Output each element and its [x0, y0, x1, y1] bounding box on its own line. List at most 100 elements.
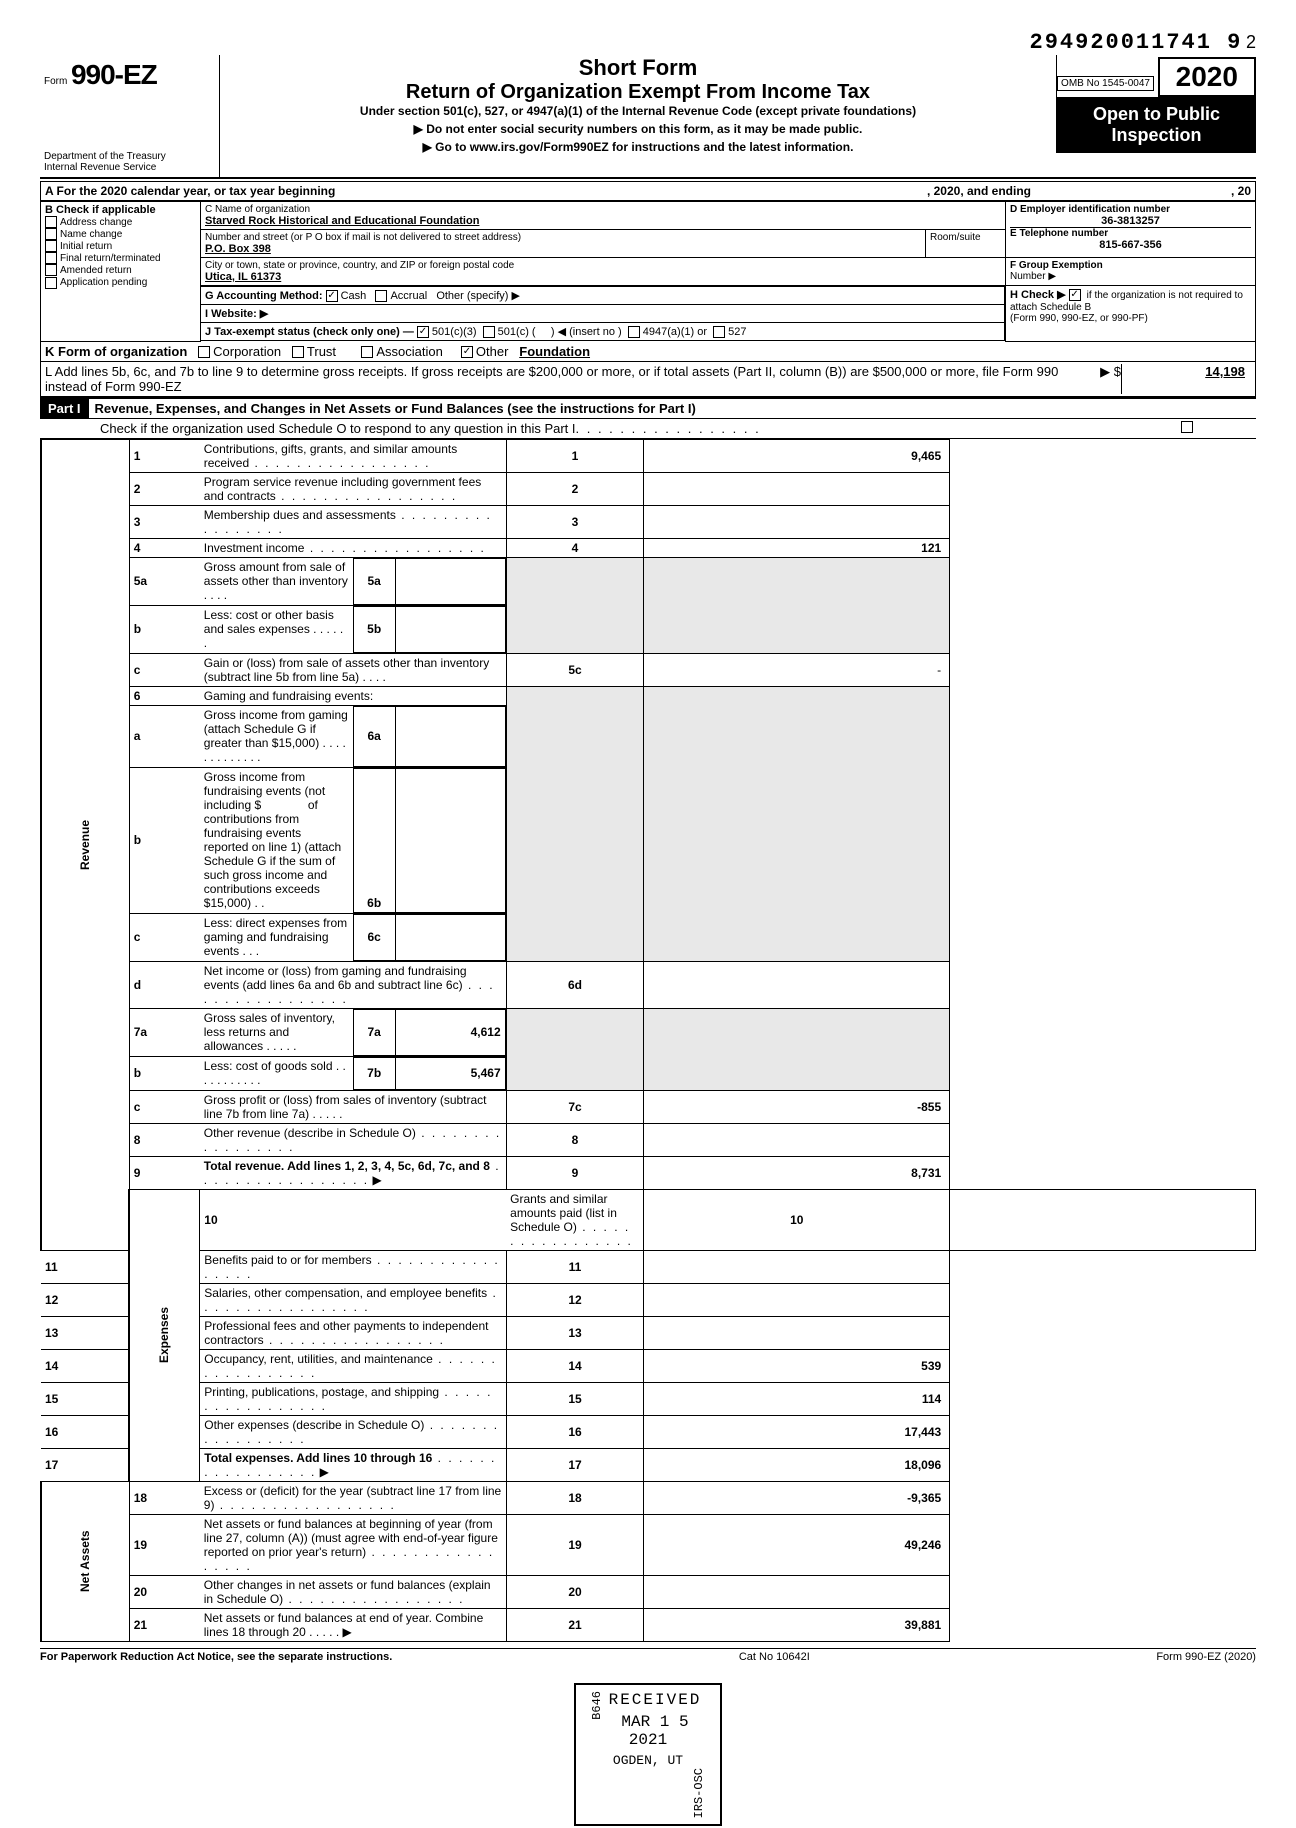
footer-right: Form 990-EZ (2020): [1156, 1651, 1256, 1663]
v-19: 49,246: [644, 1514, 950, 1575]
v-14: 539: [644, 1349, 950, 1382]
city-label: City or town, state or province, country…: [205, 260, 1001, 271]
row-a-mid: , 2020, and ending: [927, 184, 1031, 198]
inspection: Inspection: [1062, 125, 1251, 146]
chk-initial[interactable]: [45, 240, 57, 252]
ln-14: 14: [41, 1349, 129, 1382]
part1-check: Check if the organization used Schedule …: [100, 421, 576, 436]
g-accrual: Accrual: [390, 290, 427, 302]
received-stamp: B646 RECEIVED MAR 1 5 2021 OGDEN, UT IRS…: [574, 1683, 721, 1826]
ln-21: 21: [129, 1608, 200, 1641]
side-netassets: Net Assets: [41, 1481, 129, 1641]
chk-k-other[interactable]: ✓: [461, 346, 473, 358]
j-4947: 4947(a)(1) or: [643, 326, 707, 338]
ln-9: 9: [129, 1156, 200, 1189]
chk-part1-o[interactable]: [1181, 421, 1193, 433]
phone: 815-667-356: [1010, 239, 1251, 251]
arrow1: ▶ Do not enter social security numbers o…: [220, 122, 1056, 136]
arrow2: ▶ Go to www.irs.gov/Form990EZ for instru…: [220, 140, 1056, 154]
side-revenue: Revenue: [41, 439, 129, 1250]
chk-final[interactable]: [45, 252, 57, 264]
room-label: Room/suite: [930, 232, 1001, 243]
c-label: C Name of organization: [205, 204, 1001, 215]
chk-pending[interactable]: [45, 277, 57, 289]
iv-6c: [395, 914, 505, 960]
ld-7b: Less: cost of goods sold: [204, 1059, 333, 1073]
ld-14: Occupancy, rent, utilities, and maintena…: [204, 1352, 433, 1366]
chk-address[interactable]: [45, 216, 57, 228]
j-label: J Tax-exempt status (check only one) —: [205, 326, 414, 338]
ld-6b2: of contributions from fundraising events…: [204, 798, 341, 910]
ln-18: 18: [129, 1481, 200, 1514]
chk-501c[interactable]: [483, 326, 495, 338]
ld-11: Benefits paid to or for members: [204, 1253, 371, 1267]
ld-5a: Gross amount from sale of assets other t…: [204, 560, 348, 588]
omb: OMB No 1545-0047: [1057, 76, 1154, 91]
b-item-1: Name change: [60, 229, 122, 240]
chk-527[interactable]: [713, 326, 725, 338]
title-under: Under section 501(c), 527, or 4947(a)(1)…: [220, 104, 1056, 118]
v-15: 114: [644, 1382, 950, 1415]
v-11: [644, 1250, 950, 1283]
f-label: F Group Exemption: [1010, 260, 1103, 271]
v-1: 9,465: [644, 439, 950, 472]
i-label: I Website: ▶: [205, 308, 268, 320]
g-label: G Accounting Method:: [205, 290, 323, 302]
form-prefix: Form: [44, 76, 67, 87]
b-item-4: Amended return: [60, 265, 132, 276]
ln-5c: c: [129, 653, 200, 686]
g-cash: Cash: [341, 290, 367, 302]
l-val: 14,198: [1121, 364, 1251, 394]
ln-6c: c: [129, 913, 200, 961]
ld-7c: Gross profit or (loss) from sales of inv…: [204, 1093, 487, 1121]
k-label: K Form of organization: [45, 344, 187, 359]
open-public: Open to Public: [1062, 104, 1251, 125]
l-text: L Add lines 5b, 6c, and 7b to line 9 to …: [45, 364, 1071, 394]
ld-6c: Less: direct expenses from gaming and fu…: [204, 916, 347, 958]
chk-cash[interactable]: ✓: [326, 290, 338, 302]
ln-7a: 7a: [129, 1008, 200, 1056]
ld-4: Investment income: [204, 541, 305, 555]
ic-6b: 6b: [353, 768, 395, 912]
v-5c: -: [644, 653, 950, 686]
stamp-received: RECEIVED: [590, 1691, 705, 1709]
chk-h[interactable]: ✓: [1069, 289, 1081, 301]
f-label2: Number ▶: [1010, 271, 1056, 282]
row-a-end: , 20: [1231, 184, 1251, 198]
chk-4947[interactable]: [628, 326, 640, 338]
j-insert: ) ◀ (insert no ): [551, 326, 622, 338]
ln-13: 13: [41, 1316, 129, 1349]
v-8: [644, 1123, 950, 1156]
k-corp: Corporation: [213, 344, 281, 359]
ld-5c: Gain or (loss) from sale of assets other…: [204, 656, 489, 684]
ld-8: Other revenue (describe in Schedule O): [204, 1126, 416, 1140]
dln-suffix: 2: [1246, 32, 1256, 52]
chk-accrual[interactable]: [375, 290, 387, 302]
iv-7a: 4,612: [395, 1009, 505, 1055]
k-other-val: Foundation: [519, 344, 590, 359]
v-2: [644, 472, 950, 505]
ln-17: 17: [41, 1448, 129, 1481]
form-number: 990-EZ: [71, 59, 157, 90]
ln-1: 1: [129, 439, 200, 472]
chk-assoc[interactable]: [361, 346, 373, 358]
ln-3: 3: [129, 505, 200, 538]
ic-5b: 5b: [353, 606, 395, 652]
chk-trust[interactable]: [292, 346, 304, 358]
ld-6a: Gross income from gaming (attach Schedul…: [204, 708, 348, 750]
stamp-loc: OGDEN, UT: [590, 1753, 705, 1768]
chk-name[interactable]: [45, 228, 57, 240]
nc-7c: 7c: [506, 1090, 644, 1123]
b-item-3: Final return/terminated: [60, 253, 161, 264]
chk-amended[interactable]: [45, 264, 57, 276]
iv-5a: [395, 558, 505, 604]
ln-12: 12: [41, 1283, 129, 1316]
stamp-side1: B646: [590, 1691, 604, 1720]
ld-16: Other expenses (describe in Schedule O): [204, 1418, 424, 1432]
ic-7a: 7a: [353, 1009, 395, 1055]
ln-5a: 5a: [129, 557, 200, 605]
ln-2: 2: [129, 472, 200, 505]
chk-corp[interactable]: [198, 346, 210, 358]
chk-501c3[interactable]: ✓: [417, 326, 429, 338]
v-12: [644, 1283, 950, 1316]
